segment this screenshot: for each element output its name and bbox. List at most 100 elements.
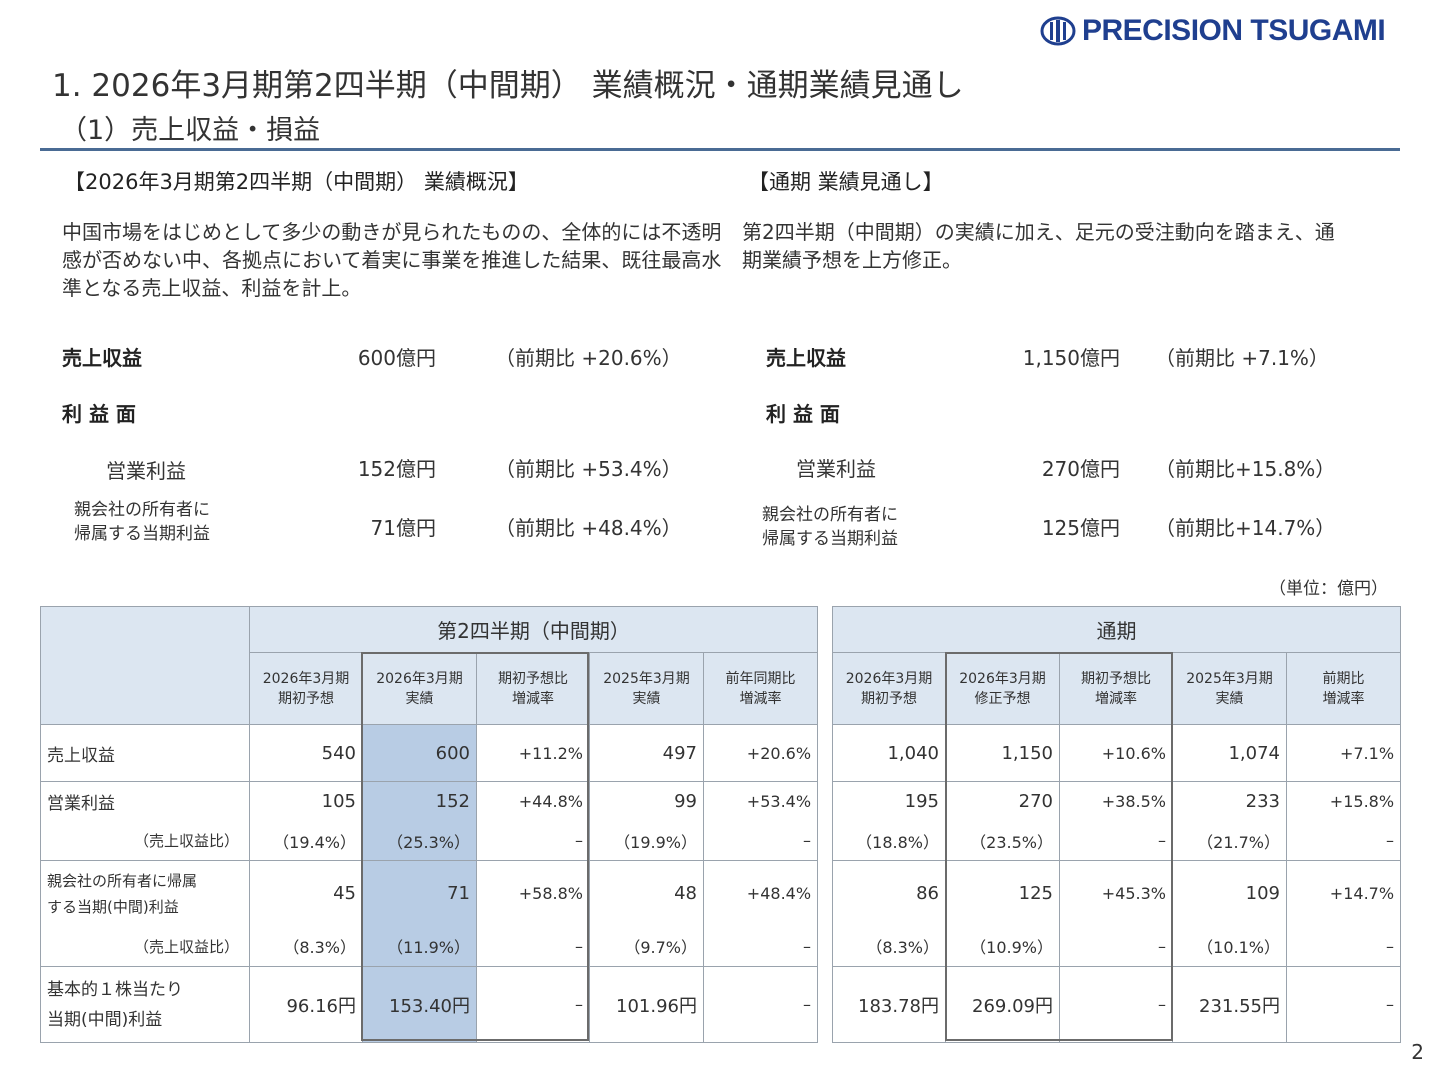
table-cell: +10.6% xyxy=(1059,724,1173,782)
right-profit-heading: 利 益 面 xyxy=(766,402,840,426)
table-cell: +38.5% xyxy=(1059,781,1173,822)
table-cell: +15.8% xyxy=(1285,781,1402,822)
table-cell: – xyxy=(1285,926,1402,967)
table-row-ratio: （8.3%） （10.9%） – （10.1%） – xyxy=(832,926,1402,967)
fy-group-header: 通期 xyxy=(831,606,1402,653)
column-header: 2026年3月期 実績 xyxy=(362,652,477,725)
company-logo: PRECISION TSUGAMI xyxy=(1040,14,1386,48)
right-net-label: 親会社の所有者に 帰属する当期利益 xyxy=(762,503,898,551)
table-cell: +53.4% xyxy=(702,781,819,822)
table-cell: 195 xyxy=(832,781,946,822)
table-cell: （8.3%） xyxy=(832,926,946,967)
table-cell: （10.9%） xyxy=(945,926,1060,967)
left-op-change: （前期比 +53.4%） xyxy=(495,457,682,481)
table-cell: 101.96円 xyxy=(589,966,704,1043)
right-summary-paragraph: 第2四半期（中間期）の実績に加え、足元の受注動向を踏まえ、通期業績予想を上方修正… xyxy=(742,220,1335,272)
column-header: 2026年3月期 期初予想 xyxy=(249,652,363,725)
table-cell: – xyxy=(702,966,819,1043)
right-op-value: 270億円 xyxy=(1041,457,1120,481)
left-op-value: 152億円 xyxy=(357,457,436,481)
table-cell-highlight: （11.9%） xyxy=(362,926,477,967)
table-cell: +44.8% xyxy=(476,781,590,822)
page-number: 2 xyxy=(1411,1040,1424,1064)
right-net-change: （前期比+14.7%） xyxy=(1155,516,1336,540)
table-cell: （9.7%） xyxy=(589,926,704,967)
left-net-label-line2: 帰属する当期利益 xyxy=(74,524,210,544)
left-net-change: （前期比 +48.4%） xyxy=(495,516,682,540)
table-cell: 183.78円 xyxy=(832,966,946,1043)
table-row: 売上収益 540 600 +11.2% 497 +20.6% xyxy=(40,724,819,782)
table-cell: 269.09円 xyxy=(945,966,1060,1043)
table-cell: +48.4% xyxy=(702,860,819,927)
table-cell: （19.9%） xyxy=(589,821,704,861)
left-net-label: 親会社の所有者に 帰属する当期利益 xyxy=(74,498,210,546)
table-cell: – xyxy=(1285,966,1402,1043)
column-header: 2026年3月期 期初予想 xyxy=(832,652,946,725)
fy-column-headers: 2026年3月期 期初予想 2026年3月期 修正予想 期初予想比 増減率 2025年… xyxy=(832,652,1402,725)
q2-results-table: 第2四半期（中間期） 2026年3月期 期初予想 2026年3月期 実績 期初予想比… xyxy=(40,606,819,1043)
row-label: 営業利益 xyxy=(40,781,250,822)
column-header: 期初予想比 増減率 xyxy=(1059,652,1173,725)
right-sales-change: （前期比 +7.1%） xyxy=(1155,346,1329,370)
table-cell: – xyxy=(1059,821,1173,861)
right-op-label: 営業利益 xyxy=(796,457,876,481)
table-row-ratio: （売上収益比） （19.4%） （25.3%） – （19.9%） – xyxy=(40,821,819,861)
right-net-value: 125億円 xyxy=(1041,516,1120,540)
q2-group-header: 第2四半期（中間期） xyxy=(248,606,819,653)
left-sales-label: 売上収益 xyxy=(62,346,142,370)
table-cell: 86 xyxy=(832,860,946,927)
table-cell: 497 xyxy=(589,724,704,782)
row-label: 基本的１株当たり 当期(中間)利益 xyxy=(40,966,250,1043)
table-cell: （10.1%） xyxy=(1172,926,1287,967)
table-cell: – xyxy=(702,821,819,861)
table-corner-cell xyxy=(40,606,250,725)
row-label: 親会社の所有者に帰属 する当期(中間)利益 xyxy=(40,860,250,927)
table-cell: 96.16円 xyxy=(249,966,363,1043)
logo-text: PRECISION TSUGAMI xyxy=(1082,14,1386,47)
page-subtitle: （1）売上収益・損益 xyxy=(60,115,321,146)
table-cell: 109 xyxy=(1172,860,1287,927)
table-cell: – xyxy=(476,926,590,967)
table-cell: 48 xyxy=(589,860,704,927)
right-sales-label: 売上収益 xyxy=(766,346,846,370)
row-label: （売上収益比） xyxy=(40,821,250,861)
table-cell: 1,040 xyxy=(832,724,946,782)
table-cell: 125 xyxy=(945,860,1060,927)
table-row: 195 270 +38.5% 233 +15.8% xyxy=(832,781,1402,822)
left-section-heading: 【2026年3月期第2四半期（中間期） 業績概況】 xyxy=(64,170,529,194)
table-cell: 233 xyxy=(1172,781,1287,822)
row-label: （売上収益比） xyxy=(40,926,250,967)
left-profit-heading: 利 益 面 xyxy=(62,402,136,426)
right-net-label-line2: 帰属する当期利益 xyxy=(762,529,898,549)
table-cell: 105 xyxy=(249,781,363,822)
left-net-label-line1: 親会社の所有者に xyxy=(74,500,210,520)
table-cell: （18.8%） xyxy=(832,821,946,861)
table-cell: +20.6% xyxy=(702,724,819,782)
table-cell: 1,150 xyxy=(945,724,1060,782)
table-row-ratio: （売上収益比） （8.3%） （11.9%） – （9.7%） – xyxy=(40,926,819,967)
table-cell-highlight: 600 xyxy=(362,724,477,782)
table-cell: – xyxy=(476,966,590,1043)
table-cell: +7.1% xyxy=(1285,724,1402,782)
left-sales-change: （前期比 +20.6%） xyxy=(495,346,682,370)
column-header: 前期比 増減率 xyxy=(1285,652,1402,725)
left-net-value: 71億円 xyxy=(370,516,436,540)
row-label: 売上収益 xyxy=(40,724,250,782)
table-row: 基本的１株当たり 当期(中間)利益 96.16円 153.40円 – 101.96… xyxy=(40,966,819,1043)
left-summary-paragraph: 中国市場をはじめとして多少の動きが見られたものの、全体的には不透明感が否めない中… xyxy=(62,220,722,300)
table-cell: 540 xyxy=(249,724,363,782)
title-divider xyxy=(40,148,1400,151)
column-header: 2025年3月期 実績 xyxy=(589,652,704,725)
fy-revised-frame xyxy=(945,652,1173,1041)
column-header: 2025年3月期 実績 xyxy=(1172,652,1287,725)
table-row-ratio: （18.8%） （23.5%） – （21.7%） – xyxy=(832,821,1402,861)
q2-actual-frame xyxy=(361,652,589,1041)
table-cell: – xyxy=(1285,821,1402,861)
logo-mark-icon xyxy=(1040,16,1076,46)
table-row: 営業利益 105 152 +44.8% 99 +53.4% xyxy=(40,781,819,822)
table-cell: 45 xyxy=(249,860,363,927)
table-row: 183.78円 269.09円 – 231.55円 – xyxy=(832,966,1402,1043)
table-cell: 99 xyxy=(589,781,704,822)
table-row: 親会社の所有者に帰属 する当期(中間)利益 45 71 +58.8% 48 +48… xyxy=(40,860,819,927)
column-header: 前年同期比 増減率 xyxy=(702,652,819,725)
